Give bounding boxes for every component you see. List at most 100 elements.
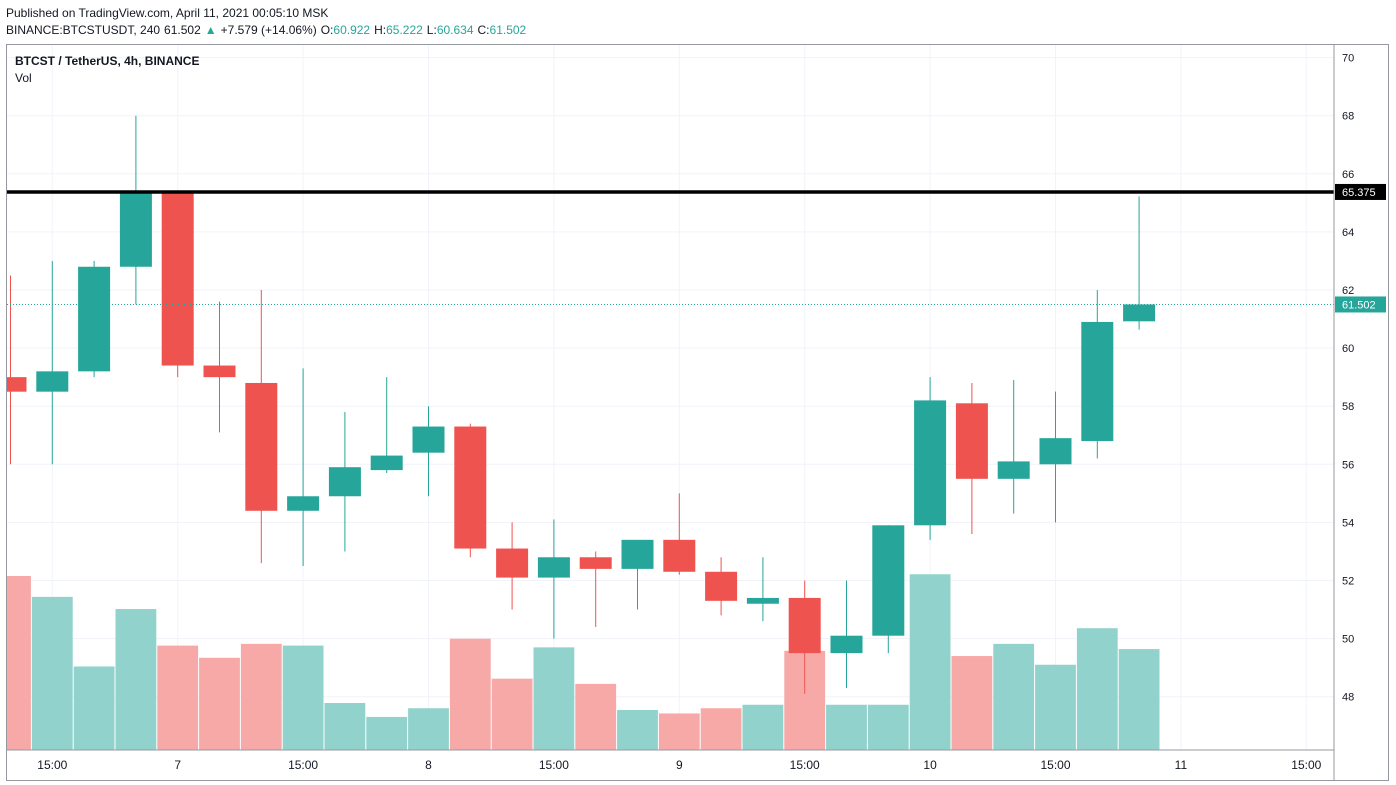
- y-tick-label: 50: [1342, 634, 1354, 646]
- chart-title: BTCST / TetherUS, 4h, BINANCE: [15, 54, 200, 68]
- candle-body: [161, 191, 194, 366]
- candle-body: [1081, 321, 1114, 442]
- volume-bar: [1076, 628, 1118, 750]
- candle-body: [203, 365, 236, 378]
- candle-body: [328, 467, 361, 497]
- volume-bar: [951, 656, 993, 750]
- volume-bar: [993, 643, 1035, 750]
- volume-bar: [909, 574, 951, 750]
- volume-bar: [867, 704, 909, 750]
- volume-bar: [7, 576, 31, 750]
- volume-bar: [533, 647, 575, 750]
- volume-bar: [1118, 649, 1160, 750]
- volume-bar: [1035, 664, 1076, 750]
- candle-body: [746, 597, 779, 604]
- volume-bar: [199, 657, 240, 750]
- published-line: Published on TradingView.com, April 11, …: [6, 6, 329, 20]
- volume-bar: [282, 645, 324, 750]
- volume-label: Vol: [15, 71, 32, 85]
- volume-bar: [617, 709, 658, 750]
- last-price: 61.502: [164, 23, 201, 37]
- candle-body: [955, 403, 988, 479]
- horizontal-level-badge: [1335, 183, 1386, 200]
- candle-body: [537, 557, 570, 578]
- volume-bar: [157, 645, 199, 750]
- y-tick-label: 62: [1342, 285, 1354, 297]
- candle-body: [663, 539, 696, 572]
- x-tick-label: 10: [923, 758, 937, 772]
- volume-bar: [31, 596, 73, 750]
- volume-bar: [826, 704, 867, 750]
- volume-bar: [575, 683, 617, 750]
- open-value: 60.922: [333, 23, 371, 37]
- last-price-label: 61.502: [1342, 299, 1376, 311]
- high-value: 65.222: [386, 23, 423, 37]
- candle-body: [496, 548, 529, 578]
- candle-body: [579, 557, 612, 569]
- candle-body: [1123, 304, 1156, 322]
- up-arrow-icon: ▲: [204, 23, 217, 37]
- candle-body: [36, 371, 69, 392]
- candle-body: [454, 426, 487, 549]
- candlesticks: [7, 115, 1156, 694]
- price-change: +7.579 (+14.06%): [220, 23, 317, 37]
- y-tick-label: 48: [1342, 692, 1354, 704]
- chart-frame: [6, 44, 1389, 781]
- y-tick-label: 70: [1342, 53, 1354, 65]
- y-tick-label: 54: [1342, 517, 1354, 529]
- candle-body: [705, 571, 738, 601]
- x-tick-label: 7: [174, 758, 181, 772]
- close-label: C:: [477, 23, 490, 37]
- volume-bars: [7, 574, 1160, 750]
- low-label: L:: [426, 23, 437, 37]
- low-value: 60.634: [436, 23, 474, 37]
- chart-header: Published on TradingView.com, April 11, …: [6, 5, 530, 39]
- candle-body: [621, 539, 654, 569]
- y-tick-label: 68: [1342, 111, 1354, 123]
- y-tick-label: 58: [1342, 401, 1354, 413]
- volume-bar: [700, 708, 742, 750]
- candle-body: [872, 525, 905, 636]
- x-tick-label: 15:00: [288, 758, 318, 772]
- x-tick-label: 8: [425, 758, 432, 772]
- candle-body: [119, 191, 152, 267]
- candle-body: [78, 266, 111, 372]
- x-tick-label: 15:00: [37, 758, 67, 772]
- last-price-badge: [1335, 296, 1386, 313]
- x-tick-label: 9: [676, 758, 683, 772]
- y-tick-label: 60: [1342, 343, 1354, 355]
- y-tick-label: 64: [1342, 227, 1354, 239]
- volume-bar: [324, 703, 366, 750]
- chart-legend: BTCST / TetherUS, 4h, BINANCE Vol: [15, 53, 199, 87]
- horizontal-level-label: 65.375: [1342, 187, 1376, 199]
- symbol-label: BINANCE:BTCSTUSDT, 240: [6, 23, 161, 37]
- y-tick-label: 52: [1342, 576, 1354, 588]
- high-label: H:: [374, 23, 387, 37]
- candle-body: [370, 455, 403, 471]
- volume-bar: [73, 666, 115, 750]
- y-tick-label: 66: [1342, 169, 1354, 181]
- volume-bar: [115, 609, 157, 750]
- candle-body: [788, 597, 821, 654]
- y-tick-label: 56: [1342, 459, 1354, 471]
- x-tick-label: 11: [1175, 758, 1188, 772]
- x-tick-label: 15:00: [1040, 758, 1070, 772]
- volume-bar: [491, 678, 533, 750]
- candle-body: [914, 400, 947, 526]
- volume-bar: [408, 708, 449, 750]
- close-value: 61.502: [489, 23, 527, 37]
- candle-body: [830, 635, 863, 654]
- candle-body: [7, 377, 27, 392]
- volume-bar: [240, 643, 282, 750]
- candle-body: [245, 382, 278, 511]
- volume-bar: [366, 716, 408, 750]
- axes: 48 50 52 54 56 58 60 62 64 66 68 70 15:00 7 15:00 8 15:0…: [7, 45, 1354, 780]
- price-lines: 65.375 61.502: [7, 183, 1386, 313]
- x-tick-label: 15:00: [539, 758, 569, 772]
- candle-body: [1039, 438, 1072, 465]
- volume-bar: [658, 713, 700, 750]
- x-tick-label: 15:00: [1291, 758, 1321, 772]
- grid-lines: [7, 45, 1334, 750]
- symbol-quote-line: BINANCE:BTCSTUSDT, 240 61.502 ▲ +7.579 (+14…: [6, 22, 530, 39]
